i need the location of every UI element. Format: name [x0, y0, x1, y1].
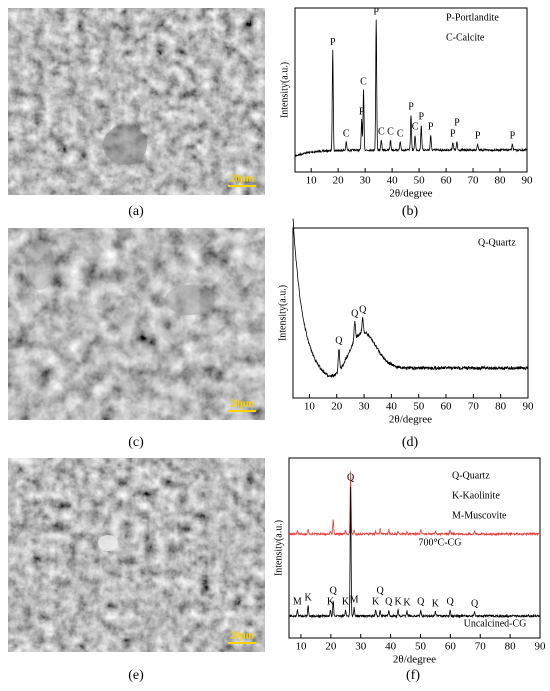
peak-label: P [359, 106, 365, 117]
peak-label: Q [417, 596, 425, 607]
x-tick-label: 50 [413, 401, 425, 413]
peak-label: Q [330, 585, 338, 596]
y-axis-label: Intensity(a.u.) [277, 285, 288, 341]
peak-label: K [403, 597, 411, 608]
peak-label: Q [471, 598, 479, 609]
legend-entry: M-Muscovite [452, 510, 507, 521]
x-tick-label: 50 [414, 175, 426, 187]
x-tick-label: 70 [468, 401, 480, 413]
x-tick-label: 10 [295, 641, 307, 653]
peak-label: M [350, 594, 359, 605]
panel-label: (a) [128, 204, 144, 219]
x-tick-label: 10 [304, 401, 316, 413]
panel-label: (f) [406, 668, 420, 683]
peak-label: K [372, 596, 380, 607]
peak-label: K [432, 598, 440, 609]
sem-image-e [8, 458, 265, 652]
peak-label: P [454, 117, 460, 128]
scale-bar-label: 20μm [230, 398, 255, 409]
x-tick-label: 20 [331, 401, 343, 413]
x-tick-label: 60 [441, 175, 453, 187]
x-tick-label: 80 [495, 401, 507, 413]
x-tick-label: 40 [386, 401, 398, 413]
pattern-curve [292, 218, 529, 379]
peak-label: P [428, 121, 434, 132]
sem-image-c [8, 228, 265, 420]
panel-label: (d) [402, 435, 419, 450]
x-tick-label: 90 [535, 641, 547, 653]
x-tick-label: 30 [359, 401, 371, 413]
peak-label: K [394, 596, 402, 607]
peak-label: K [327, 596, 335, 607]
x-tick-label: 50 [415, 641, 427, 653]
x-axis-label: 2θ/degree [393, 654, 436, 666]
peak-label: Q [359, 305, 367, 316]
peak-label: P [510, 130, 516, 141]
plot-frame [294, 7, 528, 173]
x-tick-label: 80 [495, 175, 507, 187]
peak-label: P [418, 111, 424, 122]
peak-label: C [378, 126, 385, 137]
legend-entry: P-Portlandite [446, 12, 499, 23]
peak-label: C [397, 128, 404, 139]
x-tick-label: 70 [468, 175, 480, 187]
legend-entry: Q-Quartz [478, 237, 516, 248]
series-label: 700°C-CG [419, 537, 462, 548]
x-tick-label: 20 [325, 641, 337, 653]
sem-image-a [8, 8, 265, 195]
peak-label: P [450, 128, 456, 139]
peak-label: M [293, 596, 302, 607]
peak-label: Q [377, 585, 385, 596]
x-tick-label: 70 [475, 641, 487, 653]
peak-label: P [373, 6, 379, 17]
peak-label: K [305, 592, 313, 603]
peak-label: Q [385, 596, 393, 607]
x-tick-label: 10 [306, 175, 318, 187]
peak-label: P [330, 37, 336, 48]
peak-label: Q [335, 336, 343, 347]
peak-label: C [387, 126, 394, 137]
x-tick-label: 40 [387, 175, 399, 187]
plot-frame [288, 457, 541, 639]
legend-entry: C-Calcite [446, 32, 485, 43]
x-tick-label: 40 [385, 641, 397, 653]
pattern-curve [288, 471, 541, 537]
pattern-curve [288, 486, 541, 619]
pattern-curve [294, 19, 528, 158]
peak-label: C [360, 76, 367, 87]
x-tick-label: 60 [445, 641, 457, 653]
y-axis-label: Intensity(a.u.) [273, 520, 284, 576]
scale-bar-label: 20μm [230, 173, 255, 184]
x-tick-label: 30 [360, 175, 372, 187]
legend-entry: Q-Quartz [452, 470, 490, 481]
peak-label: Q [446, 596, 454, 607]
peak-label: P [408, 101, 414, 112]
x-tick-label: 90 [522, 175, 534, 187]
x-axis-label: 2θ/degree [389, 414, 432, 426]
series-label: Uncalcined-CG [464, 618, 527, 629]
x-tick-label: 80 [505, 641, 517, 653]
x-tick-label: 30 [355, 641, 367, 653]
plot-frame [292, 227, 529, 399]
x-axis-label: 2θ/degree [389, 188, 432, 200]
peak-label: Q [351, 309, 359, 320]
peak-label: C [412, 121, 419, 132]
panel-label: (b) [402, 204, 419, 219]
peak-label: C [343, 129, 350, 140]
peak-label: Q [347, 472, 355, 483]
scale-bar-label: 20μm [230, 630, 255, 641]
y-axis-label: Intensity(a.u.) [279, 62, 290, 118]
x-tick-label: 90 [523, 401, 535, 413]
panel-label: (e) [128, 668, 144, 683]
peak-label: K [342, 596, 350, 607]
legend-entry: K-Kaolinite [452, 490, 500, 501]
x-tick-label: 20 [333, 175, 345, 187]
peak-label: P [475, 130, 481, 141]
panel-label: (c) [128, 435, 144, 450]
x-tick-label: 60 [441, 401, 453, 413]
